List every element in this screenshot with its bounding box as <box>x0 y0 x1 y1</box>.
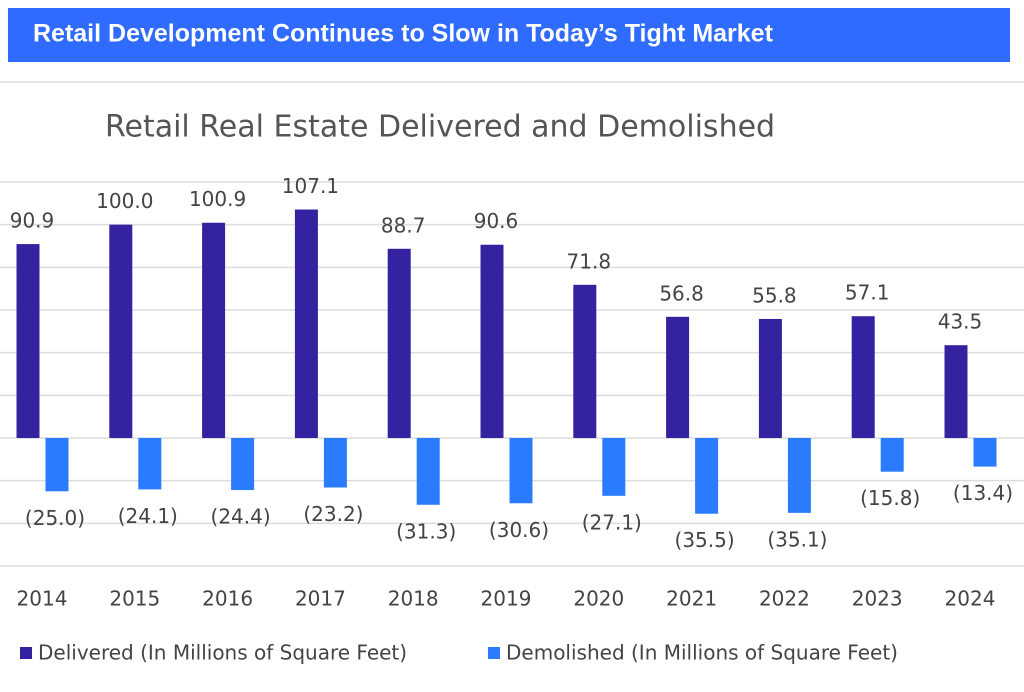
value-label: 90.9 <box>10 209 55 233</box>
banner <box>8 8 1010 62</box>
value-label: 43.5 <box>938 310 983 334</box>
bar <box>602 438 626 496</box>
bar <box>480 244 504 438</box>
x-tick-label: 2016 <box>202 587 253 611</box>
value-label: 107.1 <box>282 174 339 198</box>
bar <box>944 345 968 438</box>
value-label: (27.1) <box>582 510 642 534</box>
value-label: (15.8) <box>860 486 920 510</box>
bar <box>231 438 255 491</box>
value-label: 100.0 <box>96 189 153 213</box>
bar <box>509 438 533 504</box>
x-tick-label: 2021 <box>666 587 717 611</box>
bar <box>851 316 875 438</box>
value-label: 88.7 <box>381 213 426 237</box>
bar <box>45 438 69 492</box>
x-tick-label: 2024 <box>945 587 996 611</box>
bar <box>880 438 904 472</box>
value-label: (35.5) <box>675 528 735 552</box>
x-tick-label: 2023 <box>852 587 903 611</box>
bar <box>202 222 226 438</box>
value-label: 56.8 <box>659 281 704 305</box>
bar <box>387 248 411 438</box>
banner-title: Retail Development Continues to Slow in … <box>33 20 774 48</box>
x-tick-label: 2017 <box>295 587 346 611</box>
value-label: (35.1) <box>767 527 827 551</box>
bar <box>573 284 597 438</box>
value-label: (30.6) <box>489 518 549 542</box>
value-label: (31.3) <box>396 519 456 543</box>
value-label: 90.6 <box>474 209 519 233</box>
x-tick-label: 2014 <box>17 587 68 611</box>
x-tick-label: 2022 <box>759 587 810 611</box>
legend-swatch <box>488 647 500 659</box>
value-label: (23.2) <box>303 502 363 526</box>
x-tick-label: 2015 <box>109 587 160 611</box>
legend-label: Demolished (In Millions of Square Feet) <box>506 641 898 665</box>
bar <box>323 438 347 488</box>
bar <box>973 438 997 467</box>
value-label: 100.9 <box>189 187 246 211</box>
chart-title: Retail Real Estate Delivered and Demolis… <box>105 110 775 145</box>
value-label: (13.4) <box>953 481 1013 505</box>
bar <box>294 209 318 438</box>
bar <box>109 224 133 438</box>
bar <box>138 438 162 490</box>
value-label: (24.4) <box>211 505 271 529</box>
legend-label: Delivered (In Millions of Square Feet) <box>38 641 407 665</box>
value-label: (25.0) <box>25 506 85 530</box>
x-tick-label: 2019 <box>481 587 532 611</box>
bar <box>416 438 440 505</box>
bar <box>16 244 40 438</box>
bar <box>758 318 782 438</box>
legend-swatch <box>20 647 32 659</box>
bar <box>695 438 719 514</box>
value-label: 71.8 <box>567 249 612 273</box>
bar <box>787 438 811 513</box>
value-label: (24.1) <box>118 504 178 528</box>
x-tick-label: 2020 <box>573 587 624 611</box>
x-tick-label: 2018 <box>388 587 439 611</box>
bar <box>666 316 690 438</box>
value-label: 55.8 <box>752 283 797 307</box>
value-label: 57.1 <box>845 281 890 305</box>
